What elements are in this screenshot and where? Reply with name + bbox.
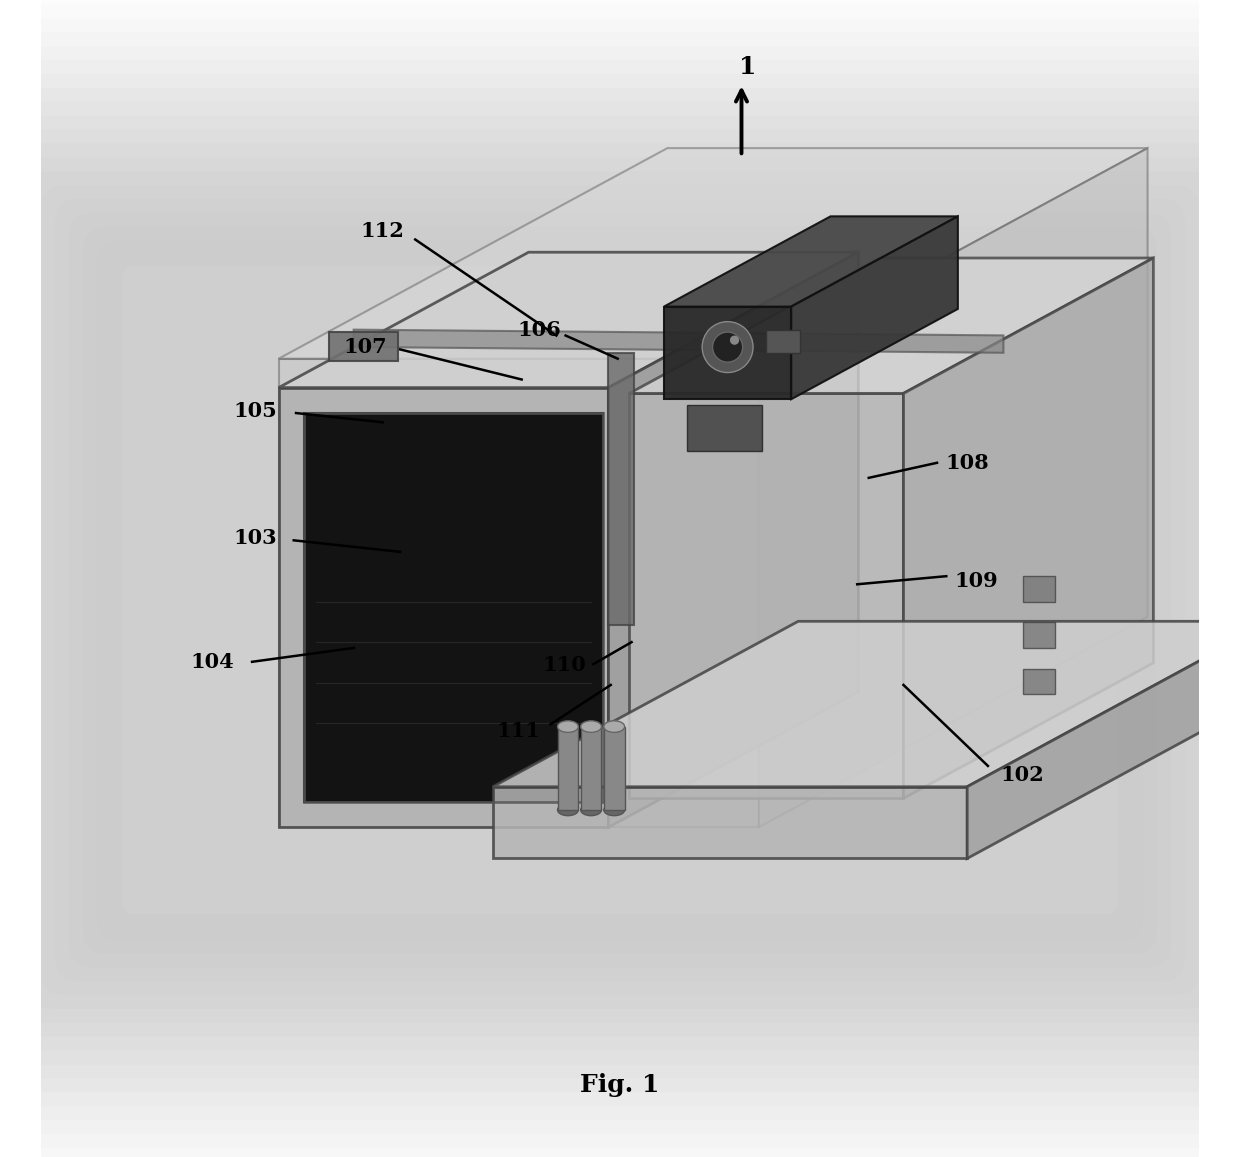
FancyBboxPatch shape [14, 157, 1226, 1023]
Ellipse shape [580, 721, 601, 732]
Bar [1023, 622, 1055, 648]
FancyBboxPatch shape [0, 102, 1240, 1078]
Polygon shape [279, 148, 1147, 359]
Bar [1023, 669, 1055, 694]
Polygon shape [304, 413, 603, 802]
Ellipse shape [604, 804, 625, 816]
Ellipse shape [558, 721, 578, 732]
Ellipse shape [558, 804, 578, 816]
FancyBboxPatch shape [97, 241, 1143, 939]
Text: 102: 102 [1001, 765, 1044, 786]
Circle shape [713, 332, 743, 362]
Polygon shape [492, 787, 967, 858]
Bar [1023, 576, 1055, 602]
Text: 107: 107 [343, 337, 387, 358]
Circle shape [730, 336, 739, 345]
Text: 111: 111 [496, 721, 541, 742]
FancyBboxPatch shape [56, 199, 1184, 981]
Polygon shape [279, 359, 759, 827]
FancyBboxPatch shape [0, 143, 1240, 1037]
Bar [604, 727, 625, 810]
Polygon shape [329, 332, 398, 361]
FancyBboxPatch shape [27, 171, 1213, 1009]
Text: 108: 108 [945, 452, 990, 473]
Text: 110: 110 [543, 655, 587, 676]
Text: Fig. 1: Fig. 1 [580, 1074, 660, 1097]
Text: 106: 106 [517, 319, 560, 340]
FancyBboxPatch shape [0, 60, 1240, 1120]
Polygon shape [663, 216, 957, 307]
FancyBboxPatch shape [69, 213, 1171, 967]
Polygon shape [279, 388, 609, 827]
Polygon shape [353, 330, 1003, 353]
FancyBboxPatch shape [0, 116, 1240, 1064]
FancyBboxPatch shape [83, 227, 1157, 953]
Circle shape [702, 322, 753, 373]
FancyBboxPatch shape [41, 185, 1199, 995]
Text: 105: 105 [233, 400, 278, 421]
Bar [766, 330, 801, 353]
Polygon shape [492, 621, 1240, 787]
Text: 112: 112 [361, 221, 404, 242]
FancyBboxPatch shape [0, 46, 1240, 1134]
Text: 103: 103 [233, 528, 278, 548]
Bar [609, 353, 634, 625]
Polygon shape [279, 252, 858, 388]
FancyBboxPatch shape [0, 130, 1240, 1051]
Ellipse shape [604, 721, 625, 732]
Polygon shape [904, 258, 1153, 798]
FancyBboxPatch shape [0, 88, 1240, 1092]
Polygon shape [791, 216, 957, 399]
Bar [558, 727, 578, 810]
Polygon shape [629, 258, 1153, 393]
Text: 104: 104 [191, 651, 234, 672]
Polygon shape [629, 393, 904, 798]
FancyBboxPatch shape [123, 266, 1117, 914]
FancyBboxPatch shape [0, 74, 1240, 1106]
Polygon shape [687, 405, 763, 451]
Polygon shape [967, 621, 1240, 858]
Ellipse shape [580, 804, 601, 816]
Bar [580, 727, 601, 810]
Polygon shape [663, 307, 791, 399]
Polygon shape [609, 252, 858, 827]
Text: 1: 1 [739, 56, 756, 79]
Text: 109: 109 [955, 570, 998, 591]
Polygon shape [759, 148, 1147, 827]
